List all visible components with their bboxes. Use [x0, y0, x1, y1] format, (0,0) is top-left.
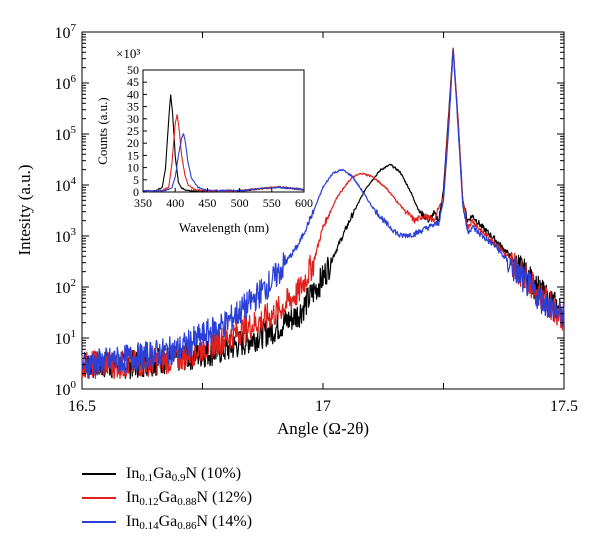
- inset-y-tick-label: 5: [133, 173, 139, 187]
- main-y-axis-label: Intesity (a.u.): [15, 164, 34, 255]
- main-x-axis-label: Angle (Ω-2θ): [277, 419, 369, 438]
- inset-plot: 350 400 450 500 550 600 05101520253035404550 …: [95, 46, 313, 235]
- legend-label-12pct: In0.12Ga0.88N (12%): [126, 489, 253, 508]
- inset-x-axis-label: Wavelength (nm): [179, 220, 269, 235]
- inset-multiplier: ×10³: [116, 46, 140, 61]
- legend-swatch-black: [82, 473, 116, 475]
- inset-x-tick-label: 600: [295, 196, 313, 210]
- inset-x-tick-label: 500: [231, 196, 249, 210]
- main-y-tick-label: 104: [55, 175, 77, 195]
- legend-label-14pct: In0.14Ga0.86N (14%): [126, 513, 253, 532]
- inset-x-tick-label: 450: [198, 196, 216, 210]
- legend-swatch-blue: [82, 521, 116, 523]
- legend-label-10pct: In0.1Ga0.9N (10%): [126, 465, 242, 484]
- legend-item-10pct: In0.1Ga0.9N (10%): [82, 462, 382, 486]
- main-y-tick-label: 102: [55, 277, 77, 297]
- main-y-tick-label: 100: [55, 379, 77, 399]
- main-series-line-2: [81, 49, 565, 379]
- inset-y-axis-label: Counts (a.u.): [95, 97, 110, 165]
- inset-background: [143, 70, 304, 192]
- inset-y-tick-label: 0: [133, 185, 139, 199]
- inset-y-tick-label: 45: [127, 75, 139, 89]
- main-y-tick-label: 101: [55, 328, 77, 348]
- main-x-tick-label: 17: [315, 398, 331, 415]
- main-series-line-0: [81, 47, 565, 380]
- legend-item-14pct: In0.14Ga0.86N (14%): [82, 510, 382, 534]
- inset-series-line-2: [142, 132, 305, 193]
- legend-item-12pct: In0.12Ga0.88N (12%): [82, 486, 382, 510]
- main-y-tick-label: 106: [55, 73, 77, 93]
- main-x-tick-label: 17.5: [550, 398, 578, 415]
- inset-x-tick-label: 400: [166, 196, 184, 210]
- inset-y-tick-label: 20: [127, 136, 139, 150]
- inset-y-tick-label: 30: [127, 112, 139, 126]
- inset-x-tick-label: 550: [263, 196, 281, 210]
- inset-y-tick-label: 50: [127, 63, 139, 77]
- main-series-group: [81, 47, 565, 380]
- main-y-tick-label: 105: [55, 124, 77, 144]
- inset-y-tick-label: 35: [127, 100, 139, 114]
- legend: In0.1Ga0.9N (10%) In0.12Ga0.88N (12%) In…: [82, 462, 382, 534]
- main-x-ticks: 16.5 17 17.5: [68, 32, 578, 415]
- inset-y-tick-label: 40: [127, 87, 139, 101]
- inset-y-tick-label: 25: [127, 124, 139, 138]
- inset-x-ticks: 350 400 450 500 550 600: [134, 188, 313, 210]
- inset-series-group: [142, 94, 305, 193]
- main-y-tick-label: 107: [55, 22, 77, 42]
- inset-x-tick-label: 350: [134, 196, 152, 210]
- main-y-tick-label: 103: [55, 226, 77, 246]
- main-x-tick-label: 16.5: [68, 398, 96, 415]
- inset-y-tick-label: 15: [127, 148, 139, 162]
- inset-y-tick-label: 10: [127, 161, 139, 175]
- legend-swatch-red: [82, 497, 116, 499]
